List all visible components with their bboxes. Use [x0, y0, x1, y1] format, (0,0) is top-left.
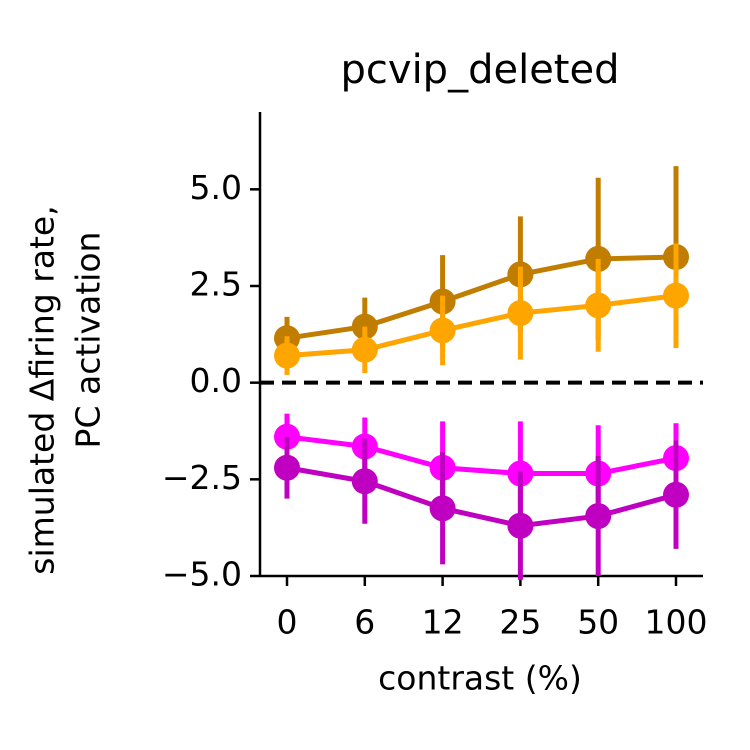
- y-axis-label: PC activation: [69, 232, 108, 449]
- point: [274, 342, 300, 369]
- y-tick-label: 0.0: [190, 361, 242, 400]
- x-tick-label: 12: [422, 603, 464, 642]
- point: [663, 481, 689, 508]
- series-line: [286, 465, 677, 529]
- series-line: [286, 434, 677, 477]
- y-tick-label: −5.0: [162, 555, 242, 594]
- point: [585, 503, 612, 530]
- x-axis-label: contrast (%): [378, 659, 582, 698]
- y-axis-label: simulated Δfiring rate,: [23, 205, 62, 574]
- chart-title: pcvip_deleted: [341, 47, 620, 93]
- x-tick-label: 6: [354, 603, 375, 642]
- series-line: [286, 293, 677, 359]
- y-tick-label: 5.0: [190, 168, 242, 207]
- point: [274, 454, 300, 481]
- x-tick-label: 100: [645, 603, 708, 642]
- point: [585, 292, 612, 319]
- point: [507, 512, 534, 539]
- series-line: [286, 254, 677, 341]
- point: [351, 336, 378, 363]
- point: [507, 300, 534, 327]
- y-tick-label: 2.5: [190, 265, 242, 304]
- x-tick-label: 25: [499, 603, 541, 642]
- y-tick-label: −2.5: [162, 458, 242, 497]
- point: [663, 282, 689, 309]
- x-tick-label: 50: [577, 603, 619, 642]
- point: [429, 495, 456, 522]
- point: [429, 317, 456, 344]
- x-tick-label: 0: [277, 603, 298, 642]
- point: [351, 468, 378, 495]
